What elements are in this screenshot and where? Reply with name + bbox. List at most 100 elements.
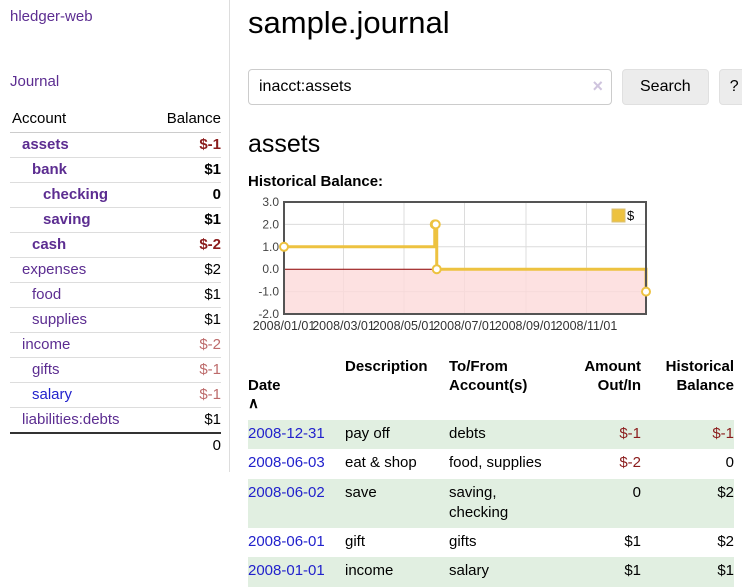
transaction-description: eat & shop <box>345 454 417 472</box>
accounts-total-value: 0 <box>149 432 221 458</box>
page-title: sample.journal <box>248 5 450 40</box>
svg-text:-2.0: -2.0 <box>258 307 279 321</box>
accounts-header-balance: Balance <box>149 110 221 133</box>
svg-text:2008/05/01: 2008/05/01 <box>373 319 436 333</box>
account-link-income[interactable]: income <box>22 336 71 353</box>
transaction-balance: $2 <box>717 483 734 501</box>
transaction-amount: $-1 <box>619 425 641 442</box>
transaction-accounts: saving, checking <box>449 483 509 521</box>
search-input[interactable] <box>248 68 612 105</box>
account-link-gifts[interactable]: gifts <box>32 361 60 378</box>
account-row: expenses $2 <box>10 257 221 283</box>
historical-balance-chart: $3.0 2.0 1.0 0.0 -1.0 -2.02008/01/012008/03/0… <box>253 195 651 333</box>
transaction-balance: $2 <box>717 533 734 550</box>
svg-text:2008/11/01: 2008/11/01 <box>556 319 618 333</box>
sort-ascending-icon: ∧ <box>248 395 259 413</box>
account-balance: $-1 <box>149 132 221 158</box>
transaction-description: gift <box>345 533 366 550</box>
chart-title: Historical Balance: <box>248 172 384 190</box>
transaction-balance: $-1 <box>712 425 734 442</box>
account-link-salary[interactable]: salary <box>32 386 73 403</box>
transaction-description: income <box>345 562 394 580</box>
transaction-balance: 0 <box>725 454 734 472</box>
transaction-date-link[interactable]: 2008-01-01 <box>248 562 325 580</box>
account-balance: $-2 <box>149 332 221 358</box>
search-button[interactable]: Search <box>622 68 709 105</box>
account-row: checking 0 <box>10 182 221 208</box>
transaction-balance: $1 <box>717 562 734 580</box>
register-row: 2008-12-31 pay off debts $-1 $-1 <box>248 420 734 450</box>
account-row: bank $1 <box>10 157 221 183</box>
account-row: salary $-1 <box>10 382 221 408</box>
account-link-assets[interactable]: assets <box>22 136 69 153</box>
register-table: Date ∧ Description To/From Account(s) Am… <box>248 358 734 587</box>
register-header-amount: Amount Out/In <box>584 357 641 394</box>
transaction-amount: 0 <box>632 483 641 501</box>
transaction-date-link[interactable]: 2008-06-03 <box>248 454 325 472</box>
account-balance: $-1 <box>149 382 221 408</box>
transaction-description: pay off <box>345 425 390 442</box>
account-link-saving[interactable]: saving <box>43 211 91 228</box>
transaction-date-link[interactable]: 2008-12-31 <box>248 425 325 442</box>
account-balance: $-1 <box>149 357 221 383</box>
account-link-food[interactable]: food <box>32 286 62 303</box>
svg-text:2008/07/01: 2008/07/01 <box>433 319 496 333</box>
svg-text:3.0: 3.0 <box>262 196 279 209</box>
register-header-accounts: To/From Account(s) <box>449 357 528 394</box>
svg-text:2008/01/01: 2008/01/01 <box>253 319 316 333</box>
account-row: cash $-2 <box>10 232 221 258</box>
account-link-checking[interactable]: checking <box>43 186 109 203</box>
account-balance: $1 <box>149 157 221 183</box>
account-balance: $-2 <box>149 232 221 258</box>
accounts-table: Account Balance assets $-1 bank $1 check… <box>10 110 221 458</box>
main-content: sample.journal × Search ? assets Histori… <box>230 0 742 587</box>
account-balance: 0 <box>149 182 221 208</box>
account-balance: $1 <box>149 282 221 308</box>
transaction-accounts: salary <box>449 562 490 580</box>
transaction-date-link[interactable]: 2008-06-02 <box>248 483 325 501</box>
account-balance: $2 <box>149 257 221 283</box>
register-row: 2008-06-01 gift gifts $1 $2 <box>248 528 734 557</box>
account-row: food $1 <box>10 282 221 308</box>
app-home-link[interactable]: hledger-web <box>10 8 93 25</box>
svg-text:-1.0: -1.0 <box>258 284 279 298</box>
transaction-accounts: food, supplies <box>449 454 542 472</box>
sidebar: hledger-web Journal Account Balance asse… <box>0 0 230 472</box>
svg-text:2008/03/01: 2008/03/01 <box>312 319 375 333</box>
accounts-total-row: 0 <box>10 432 221 458</box>
account-link-expenses[interactable]: expenses <box>22 261 87 278</box>
transaction-date-link[interactable]: 2008-06-01 <box>248 533 325 550</box>
svg-text:2.0: 2.0 <box>262 217 279 231</box>
transaction-amount: $1 <box>624 533 641 550</box>
help-button[interactable]: ? <box>718 68 742 105</box>
register-header-balance: Historical Balance <box>665 357 734 394</box>
account-row: supplies $1 <box>10 307 221 333</box>
svg-text:2008/09/01: 2008/09/01 <box>495 319 558 333</box>
account-row: saving $1 <box>10 207 221 233</box>
register-row: 2008-06-03 eat & shop food, supplies $-2… <box>248 449 734 478</box>
account-link-bank[interactable]: bank <box>32 161 68 178</box>
transaction-accounts: debts <box>449 425 486 442</box>
account-row: income $-2 <box>10 332 221 358</box>
svg-text:0.0: 0.0 <box>262 262 279 276</box>
account-balance: $1 <box>149 307 221 333</box>
account-row: liabilities:debts $1 <box>10 407 221 434</box>
register-row: 2008-01-01 income salary $1 $1 <box>248 557 734 587</box>
register-header-date[interactable]: Date ∧ <box>248 376 281 413</box>
transaction-amount: $1 <box>624 562 641 580</box>
account-link-supplies[interactable]: supplies <box>32 311 88 328</box>
account-link-cash[interactable]: cash <box>32 236 67 253</box>
svg-text:$: $ <box>627 208 635 223</box>
transaction-amount: $-2 <box>619 454 641 472</box>
register-row: 2008-06-02 save saving, checking 0 $2 <box>248 478 734 528</box>
account-row: assets $-1 <box>10 132 221 158</box>
account-balance: $1 <box>149 207 221 233</box>
sidebar-item-journal[interactable]: Journal <box>10 73 60 90</box>
clear-search-icon[interactable]: × <box>592 75 603 96</box>
account-row: gifts $-1 <box>10 357 221 383</box>
account-link-liabilities-debts[interactable]: liabilities:debts <box>22 411 120 428</box>
accounts-header-account: Account <box>10 110 150 133</box>
transaction-description: save <box>345 483 377 501</box>
register-header-description: Description <box>345 357 428 375</box>
account-balance: $1 <box>149 407 221 434</box>
